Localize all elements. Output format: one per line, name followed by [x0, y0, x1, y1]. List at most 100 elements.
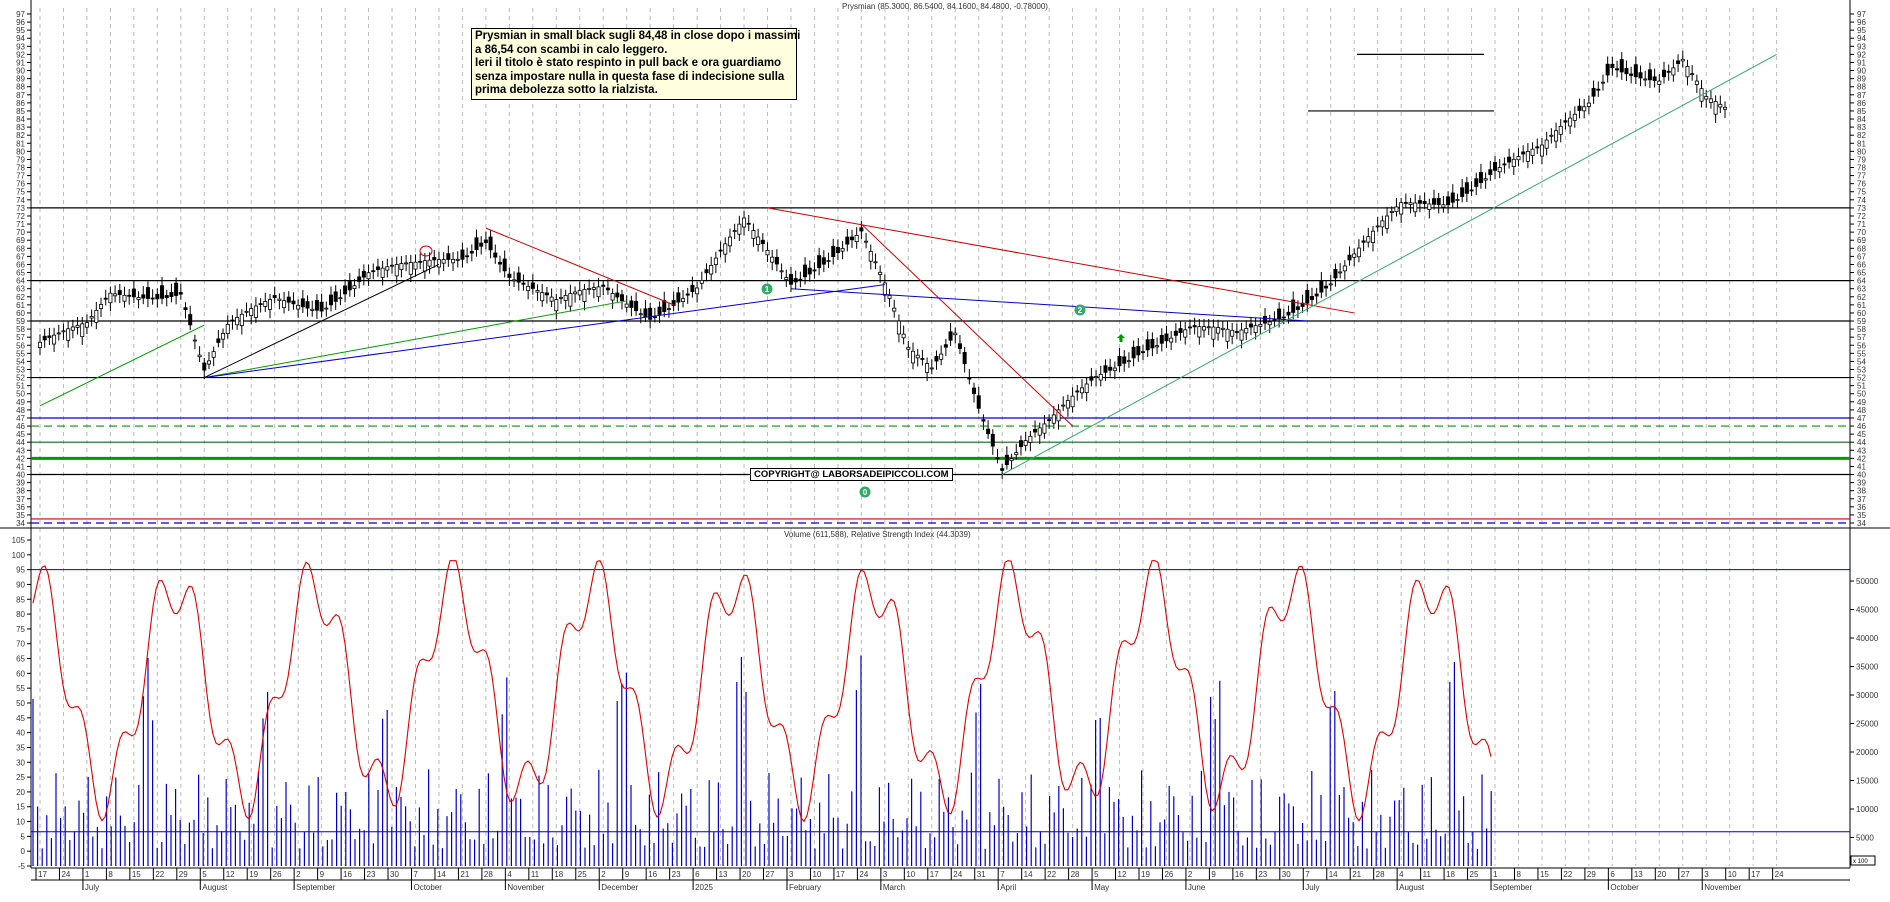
y-tick-label: 81 — [16, 139, 25, 148]
candle-body — [1173, 330, 1178, 336]
copyright-label: COPYRIGHT@ LABORSADEIPICCOLI.COM — [750, 468, 953, 481]
candle-body — [967, 377, 972, 380]
candle-body — [854, 234, 859, 243]
candle-body — [544, 292, 549, 296]
candle-body — [52, 334, 57, 345]
marker-circle — [859, 486, 871, 498]
candle-body — [1192, 325, 1197, 328]
y-tick-label: 80 — [1857, 147, 1866, 156]
candle-body — [615, 292, 620, 298]
candle-body — [221, 332, 226, 340]
y-tick-label: 91 — [16, 58, 25, 67]
y-tick-label: 86 — [1857, 99, 1866, 108]
y-tick-label: 84 — [1857, 115, 1866, 124]
candle-body — [239, 313, 244, 326]
candle-body — [1178, 328, 1183, 334]
candle-body — [479, 242, 484, 247]
candle-body — [272, 295, 277, 299]
month-label: May — [1094, 883, 1109, 892]
y-tick-label: 69 — [1857, 236, 1866, 245]
candle-body — [136, 297, 141, 301]
y-tick-label: 65 — [1857, 269, 1866, 278]
candle-body — [371, 270, 376, 273]
candle-body — [723, 243, 728, 255]
candle-body — [695, 287, 700, 295]
candle-body — [1183, 329, 1188, 338]
candle-body — [1403, 202, 1408, 204]
y-tick-label: 43 — [16, 446, 25, 455]
date-tick-label: 4 — [507, 870, 512, 879]
candle-body — [821, 257, 826, 265]
date-tick-label: 14 — [437, 870, 446, 879]
y-tick-label: 39 — [1857, 479, 1866, 488]
trendline-red — [485, 227, 674, 306]
candle-body — [896, 320, 901, 335]
candle-body — [835, 246, 840, 254]
y-tick-label: 97 — [16, 10, 25, 19]
candle-body — [1713, 101, 1718, 115]
candle-body — [1155, 345, 1160, 348]
candle-body — [394, 264, 399, 277]
candle-body — [347, 281, 352, 291]
date-tick-label: 20 — [742, 870, 751, 879]
date-tick-label: 11 — [1423, 870, 1432, 879]
candle-body — [94, 309, 99, 323]
candle-body — [1366, 236, 1371, 243]
candle-body — [1286, 311, 1291, 316]
y-tick-label: 56 — [16, 341, 25, 350]
candle-body — [1150, 338, 1155, 349]
candle-body — [1483, 178, 1488, 181]
rsi-tick-label: 85 — [16, 595, 25, 604]
candle-body — [357, 276, 362, 282]
candle-body — [1615, 68, 1620, 71]
candle-body — [845, 236, 850, 245]
candle-body — [1493, 161, 1498, 171]
date-tick-label: 22 — [1047, 870, 1056, 879]
candle-body — [995, 457, 1000, 460]
month-label: July — [85, 883, 99, 892]
candle-body — [1230, 329, 1235, 337]
y-tick-label: 60 — [16, 309, 25, 318]
date-tick-label: 24 — [61, 870, 70, 879]
candle-body — [727, 236, 732, 247]
candle-body — [573, 291, 578, 295]
y-tick-label: 66 — [1857, 260, 1866, 269]
month-label: March — [883, 883, 905, 892]
y-tick-label: 49 — [16, 398, 25, 407]
candle-body — [56, 332, 61, 335]
y-tick-label: 54 — [1857, 357, 1866, 366]
candle-body — [793, 278, 798, 283]
volume-tick-label: 35000 — [1856, 663, 1879, 672]
candle-body — [1216, 327, 1221, 334]
candle-body — [1619, 59, 1624, 73]
y-tick-label: 47 — [1857, 414, 1866, 423]
date-tick-label: 26 — [1164, 870, 1173, 879]
candle-body — [1507, 156, 1512, 163]
candle-body — [549, 296, 554, 302]
candle-body — [666, 308, 671, 311]
y-tick-label: 83 — [1857, 123, 1866, 132]
candle-body — [1047, 419, 1052, 422]
y-tick-label: 42 — [1857, 454, 1866, 463]
candle-body — [361, 270, 366, 278]
trendline-black — [204, 264, 440, 379]
candle-body — [629, 300, 634, 308]
candle-body — [422, 260, 427, 272]
date-tick-label: 24 — [953, 870, 962, 879]
candle-body — [1408, 202, 1413, 205]
date-tick-label: 15 — [132, 870, 141, 879]
y-tick-label: 57 — [16, 333, 25, 342]
date-tick-label: 3 — [883, 870, 888, 879]
candle-body — [1098, 374, 1103, 381]
candle-body — [558, 296, 563, 299]
candle-body — [197, 354, 202, 358]
date-tick-label: 30 — [390, 870, 399, 879]
candle-body — [601, 284, 606, 287]
candle-body — [150, 297, 155, 300]
y-tick-label: 70 — [1857, 228, 1866, 237]
date-tick-label: 13 — [1634, 870, 1643, 879]
up-arrow-icon — [1117, 334, 1125, 342]
candle-body — [399, 263, 404, 271]
y-tick-label: 90 — [1857, 67, 1866, 76]
